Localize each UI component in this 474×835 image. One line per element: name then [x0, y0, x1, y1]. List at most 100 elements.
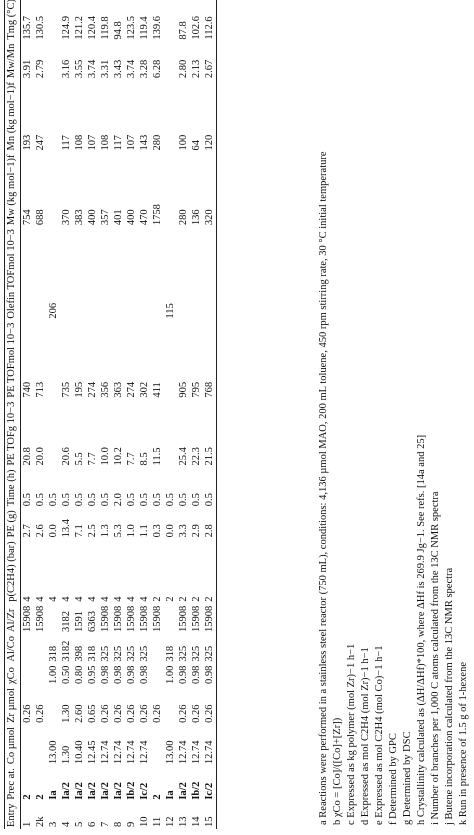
table-cell: 20.8 — [22, 447, 34, 466]
table-cell: 1 — [22, 821, 34, 827]
table-cell: Ic/2 — [203, 766, 217, 802]
column-header: Time (h) — [4, 467, 21, 509]
table-cell: 0.95 — [87, 665, 99, 684]
table-cell — [164, 42, 177, 80]
table-cell: 12.74 — [126, 740, 138, 765]
table-row: 5 Ia/2 10.40 2.60 0.80 398 1591 4 7.1 0.5 5.5 195 38… — [73, 0, 86, 829]
table-cell: 123.5 — [126, 16, 138, 40]
table-row: 8 Ia/2 12.74 0.26 0.98 325 15908 4 5.3 2.0 10.2 363… — [112, 0, 125, 829]
table-cell: 0.26 — [22, 704, 34, 723]
table-row: 4 Ia/2 1.30 1.30 0.50 3182 3182 4 13.4 0.5 20.6 735… — [60, 0, 73, 829]
table-cell: 0.5 — [191, 493, 203, 507]
table-cell: 274 — [126, 381, 138, 398]
table-cell — [73, 227, 86, 321]
table-row: 6 Ia/2 12.45 0.65 0.95 318 6363 4 2.5 0.5 7.7 274 40… — [86, 0, 99, 829]
table-cell: 0.98 — [191, 665, 203, 684]
table-cell: 6.28 — [152, 59, 164, 79]
table-cell: 2.60 — [74, 704, 86, 723]
table-cell — [47, 152, 60, 227]
column-header: PE TOFg 10−3 — [4, 399, 21, 468]
table-cell: 401 — [113, 209, 125, 226]
table-cell: 768 — [203, 320, 217, 400]
table-cell: Ia/2 — [113, 782, 125, 800]
table-cell: 15908 — [139, 605, 151, 632]
table-cell: 15908 — [152, 605, 164, 632]
table-cell: 119.8 — [100, 16, 112, 40]
table-cell: 7.7 — [126, 452, 138, 466]
table-cell — [47, 400, 60, 468]
footnote-a: a Reactions were performed in a stainles… — [318, 151, 329, 825]
table-cell: Ia/2 — [100, 782, 112, 800]
table-cell: 2 — [152, 596, 164, 602]
column-header: Olefin TOFmol 10−3 — [4, 227, 21, 321]
table-cell: 470 — [139, 209, 151, 226]
table-cell — [151, 227, 164, 321]
table-cell: 357 — [100, 209, 112, 226]
table-cell — [99, 227, 112, 321]
table-cell: 318 — [48, 645, 60, 662]
table-cell — [34, 725, 47, 766]
table-cell: 193 — [22, 134, 34, 151]
table-cell: 15908 — [113, 605, 125, 632]
table-cell: 4 — [113, 596, 125, 602]
table-cell: 4 — [139, 596, 151, 602]
table-cell: 3182 — [61, 640, 73, 662]
table-cell: 411 — [152, 382, 164, 398]
table-cell: 1.1 — [139, 524, 151, 538]
table-cell: 3182 — [61, 610, 73, 632]
table-cell: 4 — [126, 596, 138, 602]
table-cell: 0.26 — [126, 704, 138, 723]
column-header: p(C2H4) (bar) — [4, 539, 21, 604]
table-cell: 2 — [22, 794, 34, 800]
table-cell: 10.2 — [113, 447, 125, 466]
table-cell — [164, 604, 177, 634]
table-cell: 10.0 — [100, 447, 112, 466]
table-row: 9 Ib/2 12.74 0.26 0.98 325 15908 4 1.0 0.5 7.7 274 4… — [125, 0, 138, 829]
table-cell: 11.5 — [152, 447, 164, 466]
table-cell — [47, 686, 60, 725]
column-header: Al/Co — [4, 633, 21, 664]
table-cell: 754 — [22, 209, 34, 226]
table-cell: 87.8 — [178, 21, 190, 40]
table-cell: 4 — [61, 821, 73, 827]
table-cell: 318 — [87, 645, 99, 662]
table-cell: 0.5 — [100, 493, 112, 507]
table-cell — [125, 227, 138, 321]
column-header: Prec at. — [4, 766, 21, 802]
table-cell: 2k — [35, 816, 47, 828]
table-cell — [164, 152, 177, 227]
table-cell: 0.5 — [165, 493, 177, 507]
footnote-c: c Expressed as kg polymer (mol Zr)−1 h−1 — [346, 643, 357, 825]
table-cell: 0.5 — [203, 467, 217, 509]
table-cell — [203, 227, 217, 321]
table-cell — [47, 42, 60, 80]
column-header: Tmg (°C) — [4, 0, 21, 42]
table-cell: 15908 — [35, 605, 47, 632]
table-cell — [86, 227, 99, 321]
column-header: Al/Zr — [4, 603, 21, 634]
table-row: 15 Ic/2 12.74 0.26 0.98 325 15908 2 2.8 0.5 21.5 76… — [203, 0, 217, 829]
table-cell: 3.91 — [22, 59, 34, 79]
table-cell: 108 — [74, 134, 86, 151]
table-cell: 12.74 — [203, 724, 217, 767]
table-cell: 4 — [22, 596, 34, 602]
table-cell: 7.7 — [87, 452, 99, 466]
table-cell: 4 — [100, 596, 112, 602]
table-cell — [112, 227, 125, 321]
table-cell: 0.26 — [178, 704, 190, 723]
table-cell: 0.5 — [178, 493, 190, 507]
table-cell: 2 — [152, 794, 164, 800]
table-cell: 3.74 — [87, 59, 99, 79]
table-cell: 325 — [126, 645, 138, 662]
column-header: Zr µmol — [4, 685, 21, 725]
table-cell: 15908 — [203, 603, 217, 634]
table-cell: 102.6 — [191, 16, 203, 40]
table-row: 13 Ia/2 12.74 0.26 0.98 325 15908 2 3.3 0.5 25.4 90… — [177, 0, 190, 829]
table-cell: 12.45 — [87, 740, 99, 765]
table-row: 7 Ia/2 12.74 0.26 0.98 325 15908 4 1.3 0.5 10.0 356… — [99, 0, 112, 829]
table-cell: 10 — [139, 816, 151, 828]
table-cell: 905 — [178, 381, 190, 398]
table-cell: 3.3 — [178, 524, 190, 538]
table-cell: 3.55 — [74, 59, 86, 79]
